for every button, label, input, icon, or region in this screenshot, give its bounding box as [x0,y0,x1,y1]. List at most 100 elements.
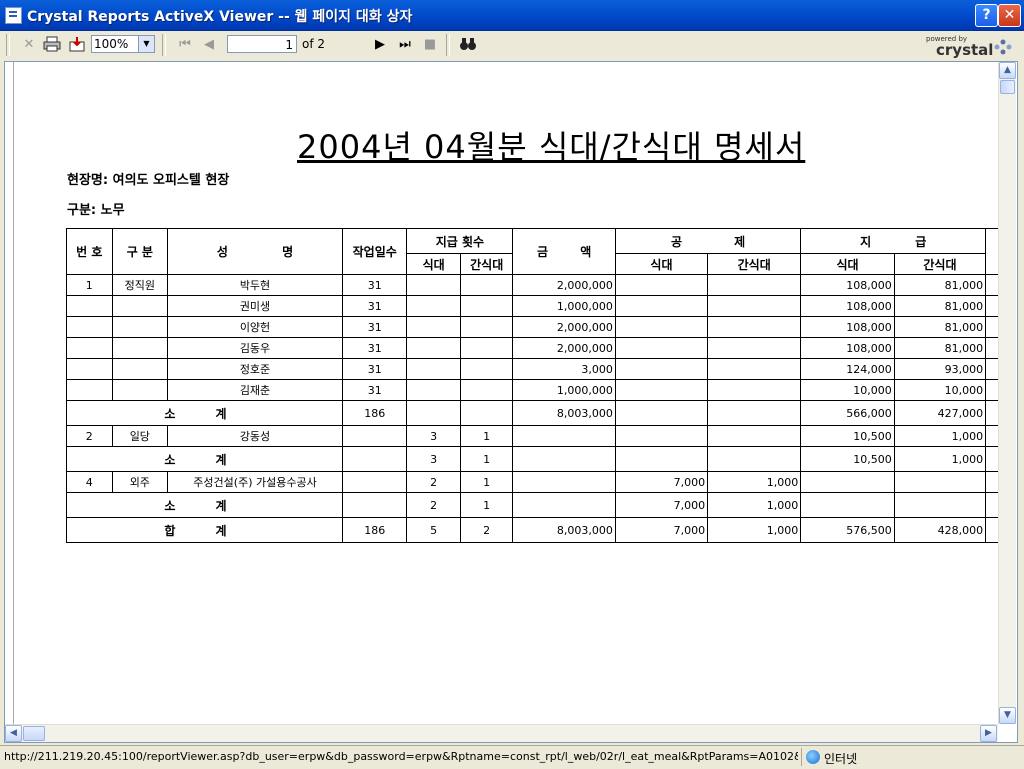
cell-type [111,358,169,380]
cell-no: 4 [66,471,113,493]
cell-workdays [341,446,408,472]
zoom-select[interactable]: 100% ▼ [91,35,155,53]
close-button[interactable]: ✕ [998,4,1021,27]
cell-meal-count [406,400,461,426]
cell-deduct-meal: 7,000 [614,517,709,543]
header-deduct: 공 제 [614,228,802,254]
last-page-icon[interactable]: ⏭ [399,37,411,52]
cell-no [66,379,113,401]
cell-meal-count [406,295,461,317]
table-row: 1 정직원 박두현 31 2,000,000 108,000 81,000 [66,274,1006,296]
vertical-scrollbar[interactable]: ▲ ▼ [998,62,1016,724]
scroll-up-icon[interactable]: ▲ [999,62,1016,79]
toolbar-separator [446,34,450,56]
toolbar-separator [162,34,166,56]
next-page-icon[interactable]: ▶ [375,37,385,52]
header-pay: 지 급 [800,228,987,254]
cell-pay-meal: 566,000 [800,400,895,426]
header-count-snack: 간식대 [459,253,514,275]
cell-pay-meal: 108,000 [800,316,895,338]
horizontal-scrollbar[interactable]: ◀ ▶ [5,724,998,742]
cell-deduct-meal [614,295,709,317]
cell-deduct-snack [707,425,802,447]
cell-pay-meal: 108,000 [800,337,895,359]
cell-pay-snack [893,471,987,493]
cell-workdays: 186 [341,517,408,543]
cell-deduct-snack [707,274,802,296]
vertical-scroll-thumb[interactable] [1000,80,1015,94]
cell-meal-count: 2 [406,471,461,493]
previous-page-icon[interactable]: ◀ [204,37,214,52]
help-button[interactable]: ? [975,4,998,27]
subtotal-label: 소 계 [66,400,343,426]
cell-type [111,379,169,401]
report-viewport[interactable]: 2004년 04월분 식대/간식대 명세서 현장명: 여의도 오피스텔 현장 구… [4,61,1018,743]
cell-name: 이양헌 [167,316,343,338]
cell-deduct-snack [707,446,802,472]
subtotal-label: 소 계 [66,446,343,472]
horizontal-scroll-thumb[interactable] [23,726,45,741]
cell-meal-count [406,358,461,380]
table-row: 이양헌 31 2,000,000 108,000 81,000 [66,316,1006,338]
cell-amount: 8,003,000 [512,517,616,543]
cell-pay-meal [800,471,895,493]
header-type: 구 분 [111,228,169,275]
search-icon[interactable] [458,36,478,54]
header-pay-meal: 식대 [800,253,895,275]
table-row: 김재춘 31 1,000,000 10,000 10,000 [66,379,1006,401]
cell-pay-snack: 81,000 [893,295,987,317]
cell-snack-count [459,400,514,426]
cell-snack-count [459,274,514,296]
subtotal-row: 소 계 186 8,003,000 566,000 427,000 [66,400,1006,426]
cell-name: 김재춘 [167,379,343,401]
header-pay-snack: 간식대 [893,253,987,275]
stop-icon[interactable]: ■ [423,37,437,52]
cell-type: 외주 [111,471,169,493]
status-bar: http://211.219.20.45:100/reportViewer.as… [0,745,1024,769]
export-icon[interactable] [67,36,87,54]
crystal-logo: powered by crystal [926,35,1014,59]
cell-type [111,295,169,317]
header-amount: 금 액 [512,228,616,275]
scroll-down-icon[interactable]: ▼ [999,707,1016,724]
close-report-icon[interactable]: ✕ [23,37,35,52]
status-url: http://211.219.20.45:100/reportViewer.as… [4,750,798,763]
cell-amount: 1,000,000 [512,295,616,317]
cell-snack-count [459,358,514,380]
cell-amount: 3,000 [512,358,616,380]
cell-deduct-snack: 1,000 [707,517,802,543]
print-icon[interactable] [42,36,62,54]
first-page-icon[interactable]: ⏮ [179,37,191,52]
scroll-right-icon[interactable]: ▶ [980,725,997,742]
cell-snack-count [459,379,514,401]
cell-pay-snack: 81,000 [893,337,987,359]
cell-meal-count [406,337,461,359]
cell-name: 권미생 [167,295,343,317]
cell-snack-count: 1 [459,471,514,493]
table-row: 권미생 31 1,000,000 108,000 81,000 [66,295,1006,317]
cell-pay-snack: 427,000 [893,400,987,426]
cell-name: 김동우 [167,337,343,359]
page-number-input[interactable]: 1 [227,35,297,53]
cell-meal-count [406,274,461,296]
cell-amount [512,471,616,493]
cell-deduct-snack [707,379,802,401]
cell-no [66,358,113,380]
cell-amount: 1,000,000 [512,379,616,401]
division: 구분: 노무 [67,203,125,218]
chevron-down-icon[interactable]: ▼ [138,36,154,52]
header-name: 성 명 [167,228,343,275]
subtotal-label: 소 계 [66,492,343,518]
cell-deduct-snack [707,400,802,426]
subtotal-row: 소 계 2 1 7,000 1,000 [66,492,1006,518]
cell-pay-snack: 1,000 [893,446,987,472]
cell-no: 2 [66,425,113,447]
cell-meal-count: 3 [406,425,461,447]
globe-icon [806,750,820,764]
cell-deduct-meal [614,425,709,447]
cell-pay-meal: 576,500 [800,517,895,543]
scroll-left-icon[interactable]: ◀ [5,725,22,742]
crystal-dots-icon [994,39,1012,55]
cell-pay-meal: 124,000 [800,358,895,380]
cell-snack-count [459,337,514,359]
